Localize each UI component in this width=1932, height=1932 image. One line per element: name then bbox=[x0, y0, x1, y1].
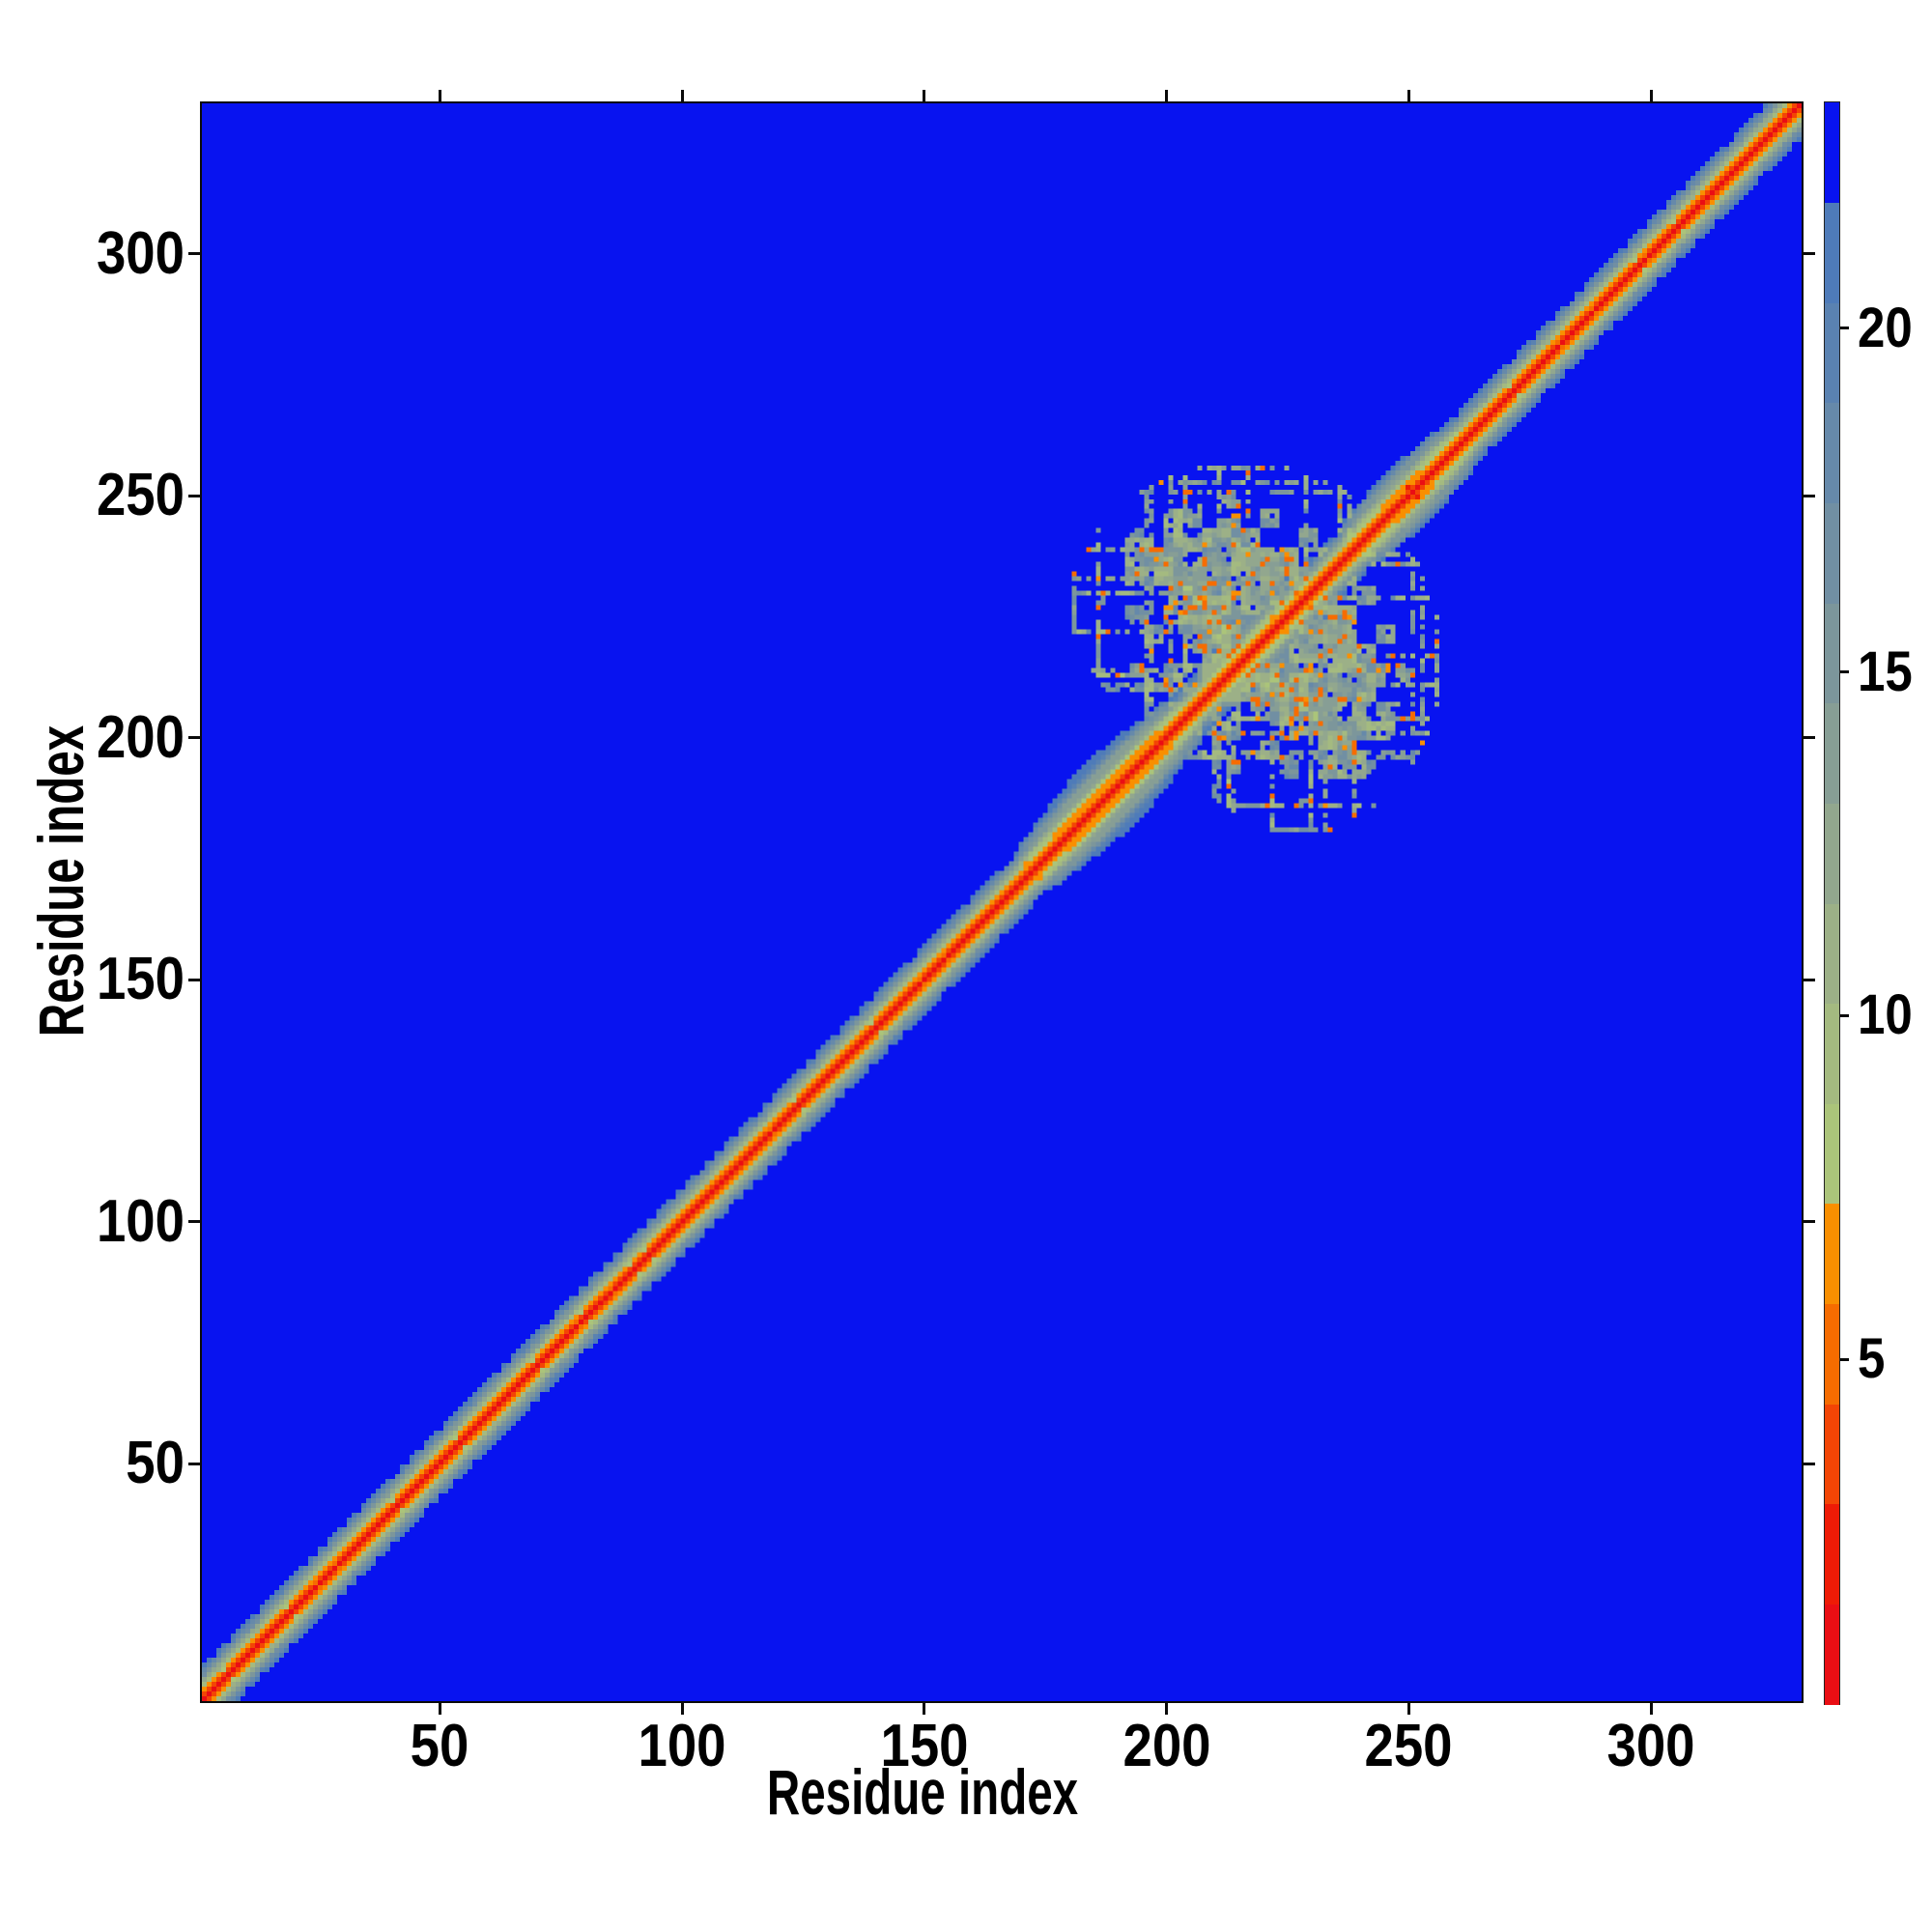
colorbar bbox=[1824, 101, 1840, 1705]
colorbar-band bbox=[1825, 803, 1839, 904]
x-tick-mark bbox=[438, 1703, 441, 1715]
x-tick-mark-top bbox=[1165, 90, 1168, 101]
colorbar-tick-label: 20 bbox=[1858, 296, 1913, 359]
colorbar-band bbox=[1825, 502, 1839, 604]
colorbar-tick-mark bbox=[1840, 327, 1849, 330]
x-tick-label: 50 bbox=[410, 1713, 469, 1779]
y-tick-label: 250 bbox=[96, 462, 185, 529]
x-tick-label: 100 bbox=[638, 1713, 726, 1779]
y-tick-mark bbox=[188, 252, 200, 256]
y-tick-mark-right bbox=[1804, 1220, 1815, 1224]
colorbar-band bbox=[1825, 1303, 1839, 1405]
y-tick-mark bbox=[188, 978, 200, 981]
colorbar-tick-mark bbox=[1840, 670, 1849, 674]
colorbar-tick-label: 5 bbox=[1858, 1327, 1886, 1391]
x-tick-label: 250 bbox=[1364, 1713, 1453, 1779]
distance-matrix-canvas bbox=[202, 103, 1802, 1701]
y-tick-mark-right bbox=[1804, 252, 1815, 256]
x-axis-label: Residue index bbox=[766, 1756, 1079, 1828]
y-tick-mark-right bbox=[1804, 1462, 1815, 1465]
x-tick-mark-top bbox=[680, 90, 684, 101]
x-tick-label: 150 bbox=[880, 1713, 969, 1779]
x-tick-mark-top bbox=[1406, 90, 1410, 101]
colorbar-tick-label: 10 bbox=[1858, 983, 1913, 1047]
y-tick-label: 100 bbox=[96, 1187, 185, 1255]
x-tick-label: 200 bbox=[1122, 1713, 1211, 1779]
heatmap-plot bbox=[200, 101, 1804, 1703]
colorbar-band bbox=[1825, 102, 1839, 204]
y-tick-label: 50 bbox=[126, 1430, 185, 1497]
colorbar-band bbox=[1825, 202, 1839, 303]
colorbar-band bbox=[1825, 1604, 1839, 1705]
colorbar-band bbox=[1825, 702, 1839, 804]
colorbar-band bbox=[1825, 1003, 1839, 1104]
y-tick-label: 300 bbox=[96, 219, 185, 287]
colorbar-tick-mark bbox=[1840, 1013, 1849, 1017]
y-tick-mark bbox=[188, 736, 200, 740]
x-tick-mark bbox=[1165, 1703, 1168, 1715]
colorbar-tick-mark bbox=[1840, 1357, 1849, 1361]
colorbar-band bbox=[1825, 603, 1839, 704]
y-tick-label: 150 bbox=[96, 946, 185, 1013]
x-tick-mark bbox=[1406, 1703, 1410, 1715]
x-tick-mark-top bbox=[923, 90, 926, 101]
y-tick-mark-right bbox=[1804, 494, 1815, 497]
colorbar-band bbox=[1825, 1203, 1839, 1304]
y-tick-mark-right bbox=[1804, 736, 1815, 740]
x-tick-mark bbox=[923, 1703, 926, 1715]
x-tick-mark bbox=[680, 1703, 684, 1715]
colorbar-band bbox=[1825, 903, 1839, 1005]
x-tick-mark-top bbox=[438, 90, 441, 101]
y-tick-mark bbox=[188, 1462, 200, 1465]
x-tick-mark-top bbox=[1649, 90, 1653, 101]
x-tick-mark bbox=[1649, 1703, 1653, 1715]
colorbar-band bbox=[1825, 1503, 1839, 1605]
x-tick-label: 300 bbox=[1606, 1713, 1695, 1779]
colorbar-band bbox=[1825, 1103, 1839, 1205]
colorbar-band bbox=[1825, 1404, 1839, 1505]
y-tick-mark bbox=[188, 1220, 200, 1224]
colorbar-tick-label: 15 bbox=[1858, 639, 1913, 703]
colorbar-band bbox=[1825, 302, 1839, 404]
y-tick-mark bbox=[188, 494, 200, 497]
colorbar-band bbox=[1825, 402, 1839, 503]
y-tick-label: 200 bbox=[96, 703, 185, 771]
y-tick-mark-right bbox=[1804, 978, 1815, 981]
